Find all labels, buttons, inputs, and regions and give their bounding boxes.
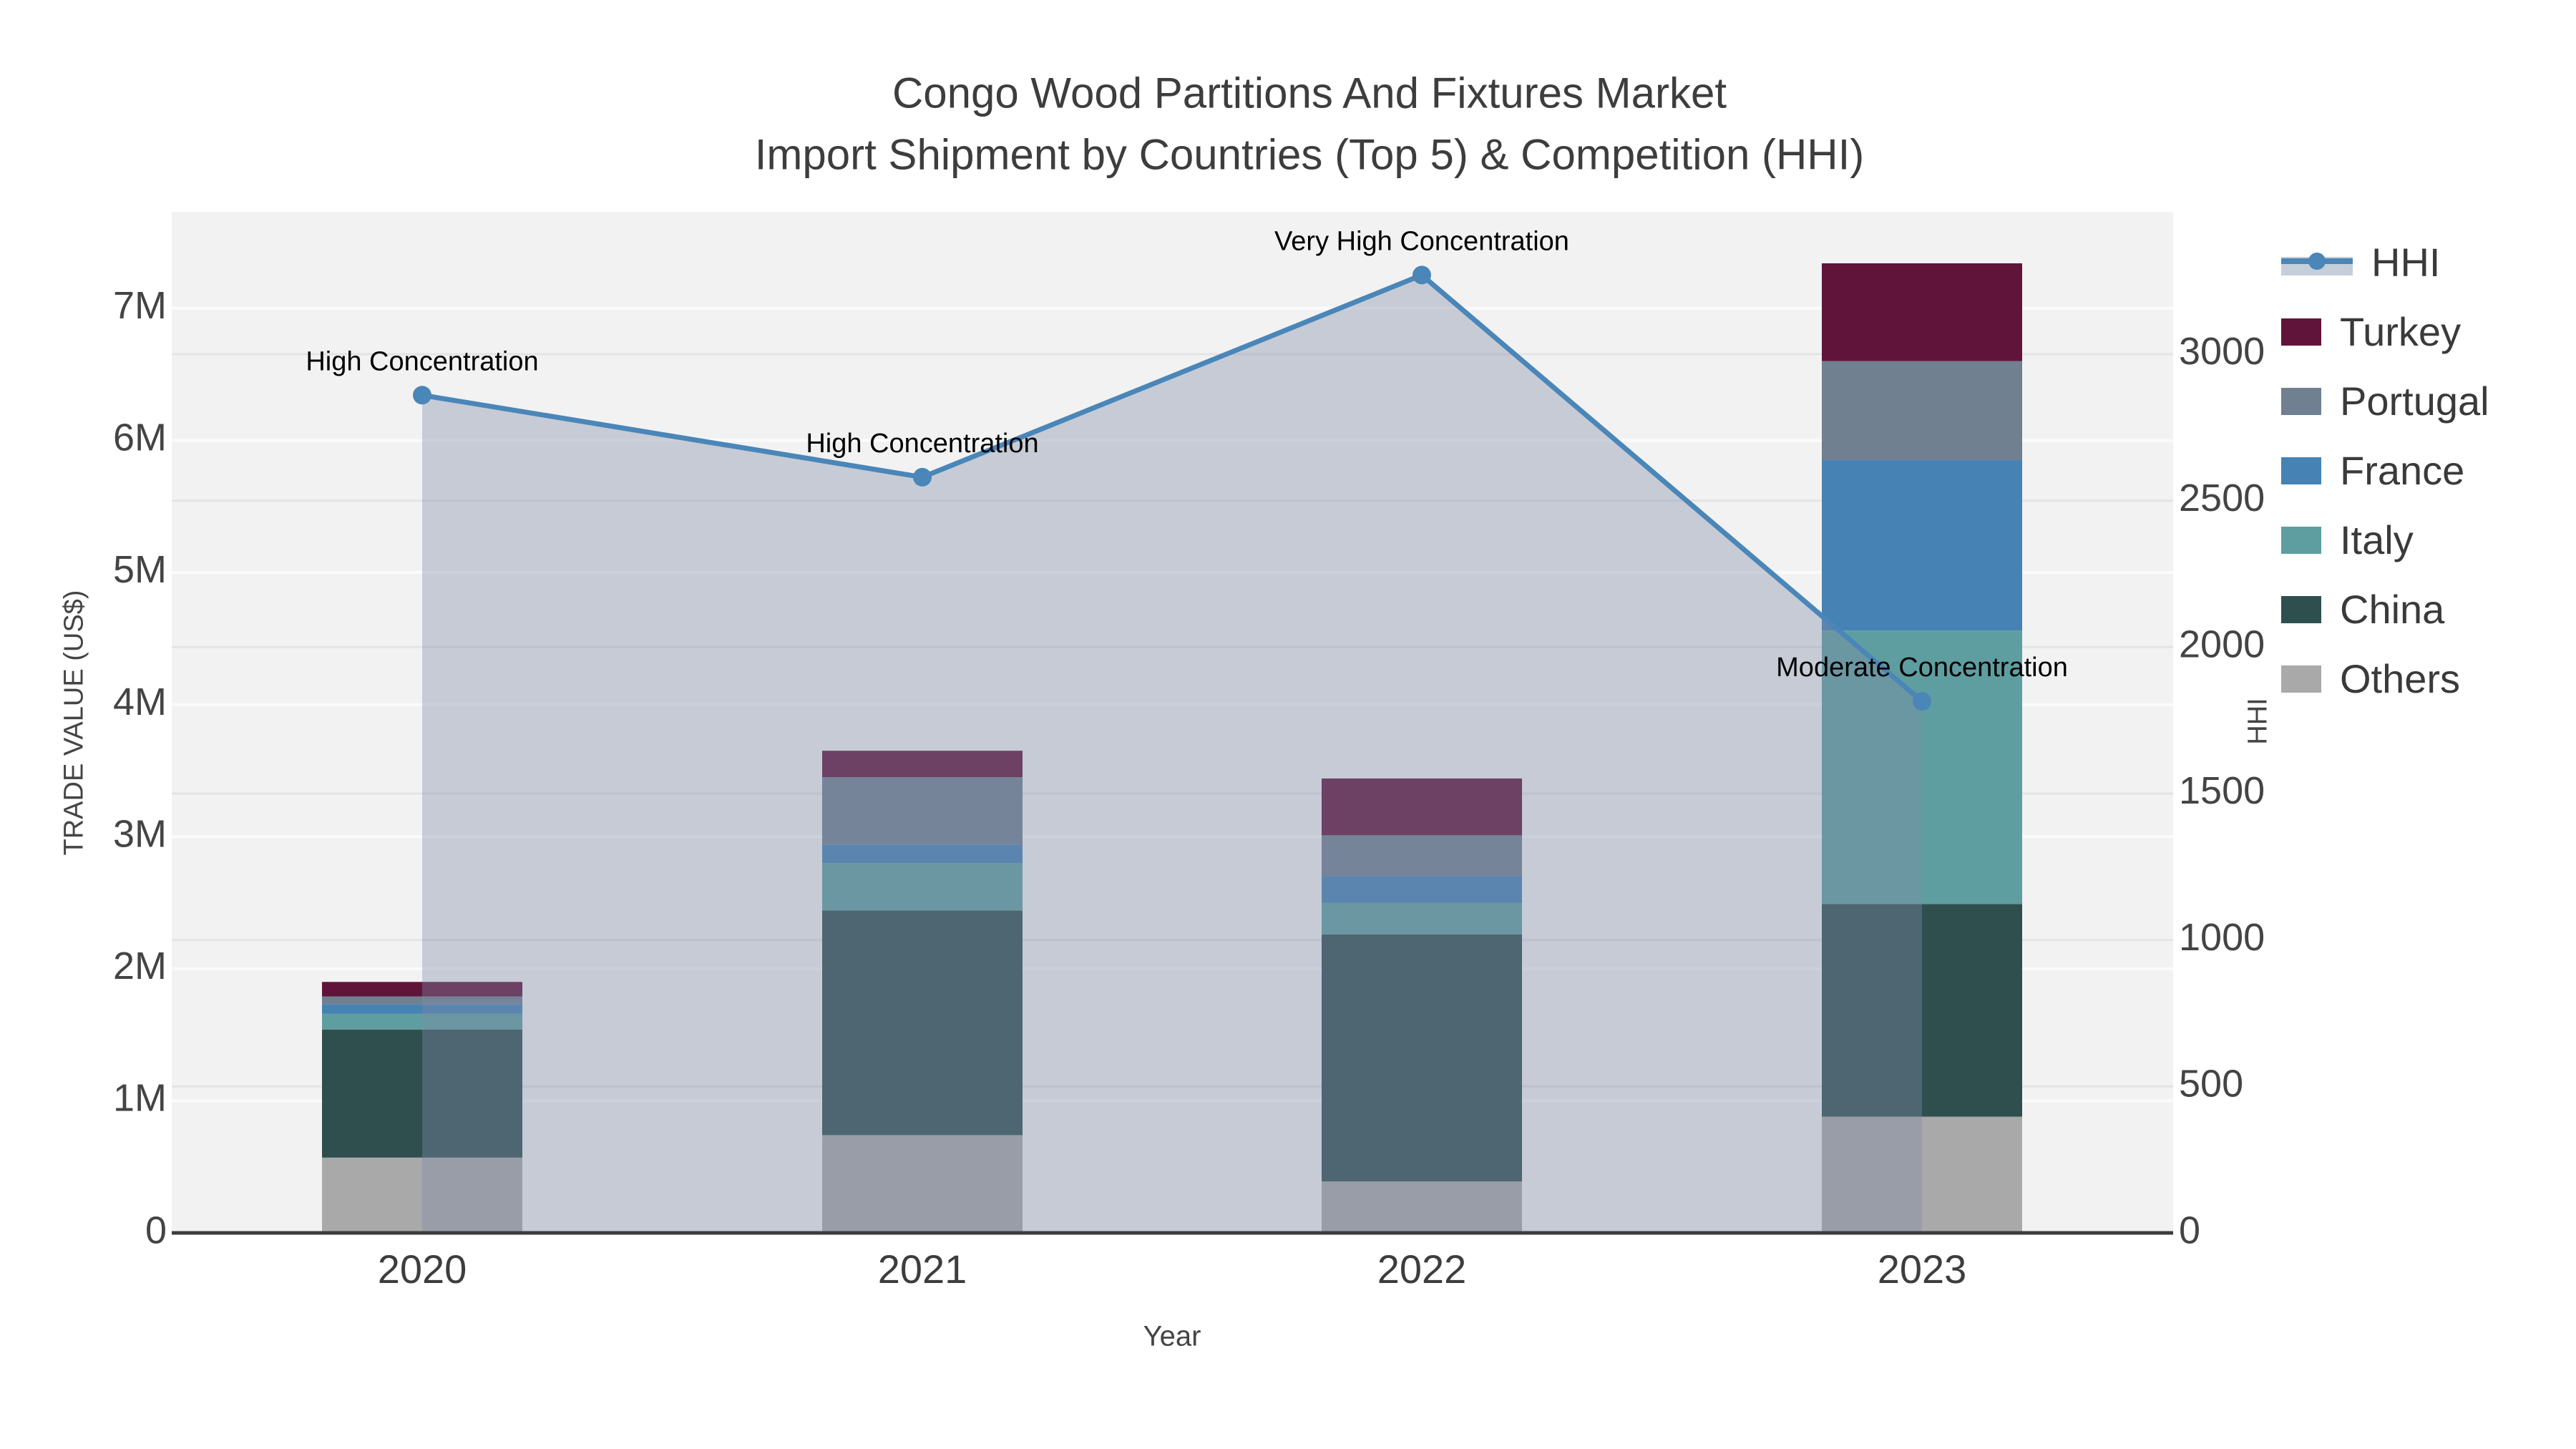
annotation-2022: Very High Concentration: [1274, 226, 1569, 256]
bar-segment-2023-portugal: [1822, 361, 2022, 461]
bar-segment-2021-portugal: [822, 777, 1023, 845]
legend-item-china[interactable]: China: [2281, 575, 2489, 644]
annotation-2020: High Concentration: [306, 346, 538, 376]
bar-segment-2021-italy: [822, 863, 1023, 911]
legend-item-france[interactable]: France: [2281, 436, 2489, 505]
bar-segment-2022-turkey: [1322, 778, 1522, 836]
right-tick-2500: 2500: [2179, 477, 2265, 519]
annotation-2021: High Concentration: [806, 429, 1038, 459]
x-tick-2023: 2023: [1878, 1246, 1967, 1292]
bar-segment-2020-france: [322, 1004, 522, 1014]
legend-item-turkey[interactable]: Turkey: [2281, 297, 2489, 366]
right-tick-2000: 2000: [2179, 623, 2265, 666]
bar-segment-2020-china: [322, 1029, 522, 1158]
legend-item-hhi[interactable]: HHI: [2281, 228, 2489, 297]
bar-segment-2023-china: [1822, 904, 2022, 1117]
left-tick-4M: 4M: [113, 680, 167, 723]
bar-segment-2021-others: [822, 1135, 1023, 1233]
bar-segment-2020-portugal: [322, 996, 522, 1005]
portugal-swatch-icon: [2281, 387, 2321, 415]
legend-label: Portugal: [2340, 379, 2489, 424]
turkey-swatch-icon: [2281, 318, 2321, 346]
hhi-point-2022: [1413, 265, 1431, 285]
legend-label: Turkey: [2340, 309, 2462, 354]
bar-segment-2020-italy: [322, 1013, 522, 1030]
x-axis-title: Year: [1143, 1321, 1201, 1352]
x-tick-2022: 2022: [1377, 1246, 1467, 1292]
chart-title-line1: Congo Wood Partitions And Fixtures Marke…: [892, 69, 1727, 117]
left-tick-2M: 2M: [113, 945, 167, 987]
left-tick-7M: 7M: [113, 284, 167, 327]
bar-segment-2022-china: [1322, 934, 1522, 1182]
bar-segment-2021-turkey: [822, 751, 1023, 778]
left-tick-5M: 5M: [113, 548, 167, 591]
bar-segment-2021-france: [822, 844, 1023, 864]
x-tick-2021: 2021: [878, 1246, 967, 1292]
x-tick-2020: 2020: [378, 1246, 467, 1292]
others-swatch-icon: [2281, 665, 2321, 693]
bar-segment-2023-italy: [1822, 630, 2022, 904]
legend-label: HHI: [2371, 240, 2441, 285]
bar-segment-2022-portugal: [1322, 835, 1522, 877]
legend-label: China: [2340, 587, 2445, 632]
left-tick-3M: 3M: [113, 812, 167, 855]
right-tick-500: 500: [2179, 1063, 2243, 1106]
legend-item-italy[interactable]: Italy: [2281, 505, 2489, 575]
bar-segment-2022-france: [1322, 876, 1522, 903]
chart-title-line2: Import Shipment by Countries (Top 5) & C…: [754, 130, 1865, 179]
bar-segment-2020-turkey: [322, 982, 522, 997]
bar-segment-2023-turkey: [1822, 263, 2022, 361]
italy-swatch-icon: [2281, 526, 2321, 554]
legend: HHI Turkey Portugal France Italy China O…: [2281, 228, 2489, 713]
left-axis-title: TRADE VALUE (US$): [59, 590, 89, 856]
bar-segment-2023-others: [1822, 1116, 2022, 1233]
hhi-point-2021: [913, 467, 932, 487]
bar-segment-2023-france: [1822, 460, 2022, 631]
right-tick-1000: 1000: [2179, 916, 2265, 959]
annotation-2023: Moderate Concentration: [1776, 653, 2068, 683]
bar-segment-2021-china: [822, 910, 1023, 1136]
right-axis-title: HHI: [2243, 698, 2273, 745]
right-tick-0: 0: [2179, 1209, 2200, 1252]
hhi-line-icon: [2281, 247, 2353, 278]
legend-label: Italy: [2340, 517, 2414, 562]
hhi-line: [421, 272, 1924, 703]
bar-segment-2020-others: [322, 1157, 522, 1233]
hhi-area-fill: [422, 275, 1922, 1234]
left-tick-0: 0: [145, 1209, 167, 1252]
right-tick-1500: 1500: [2179, 769, 2265, 812]
legend-label: Others: [2340, 656, 2461, 701]
hhi-point-2020: [413, 386, 431, 405]
legend-item-portugal[interactable]: Portugal: [2281, 366, 2489, 436]
hhi-point-2023: [1913, 692, 1931, 711]
france-swatch-icon: [2281, 457, 2321, 484]
left-tick-6M: 6M: [113, 416, 167, 459]
bar-segment-2022-others: [1322, 1181, 1522, 1233]
bar-segment-2022-italy: [1322, 902, 1522, 935]
legend-label: France: [2340, 448, 2465, 493]
legend-item-others[interactable]: Others: [2281, 644, 2489, 713]
china-swatch-icon: [2281, 595, 2321, 623]
right-tick-3000: 3000: [2179, 330, 2265, 373]
left-tick-1M: 1M: [113, 1077, 167, 1120]
